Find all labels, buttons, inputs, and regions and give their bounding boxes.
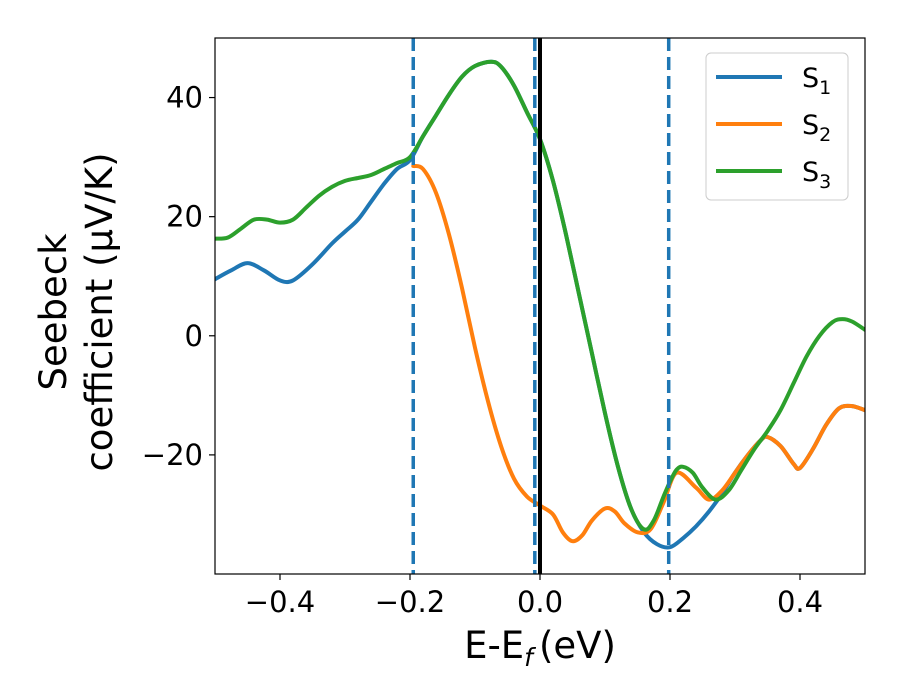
- y-tick-label: −20: [142, 438, 203, 472]
- x-tick-label: 0.0: [517, 585, 563, 619]
- y-tick-label: 0: [185, 319, 203, 353]
- y-axis-label-line1: Seebeck: [32, 233, 75, 391]
- legend-box: [705, 52, 849, 201]
- y-axis-label-line2: coefficient (μV/K): [78, 152, 121, 471]
- x-tick-label: 0.2: [647, 585, 693, 619]
- series-line-s3: [215, 59, 865, 532]
- y-axis-label-group: Seebeck coefficient (μV/K): [32, 152, 121, 471]
- y-tick-label: 40: [166, 81, 203, 115]
- legend-label-s1: S1: [802, 63, 831, 99]
- legend: S1 S2 S3: [705, 52, 849, 201]
- x-tick-label: −0.2: [375, 585, 445, 619]
- y-tick-label: 20: [166, 200, 203, 234]
- x-axis-label: E-Ef (eV): [464, 624, 616, 672]
- axis-ticks: −0.4 −0.2 0.0 0.2 0.4 −20 0 20 40: [142, 81, 823, 619]
- x-tick-label: −0.4: [245, 585, 315, 619]
- legend-label-s2: S2: [802, 110, 831, 146]
- legend-label-s3: S3: [802, 157, 831, 193]
- plot-area: [215, 38, 865, 574]
- series-line-s2: [411, 164, 865, 544]
- x-tick-label: 0.4: [777, 585, 823, 619]
